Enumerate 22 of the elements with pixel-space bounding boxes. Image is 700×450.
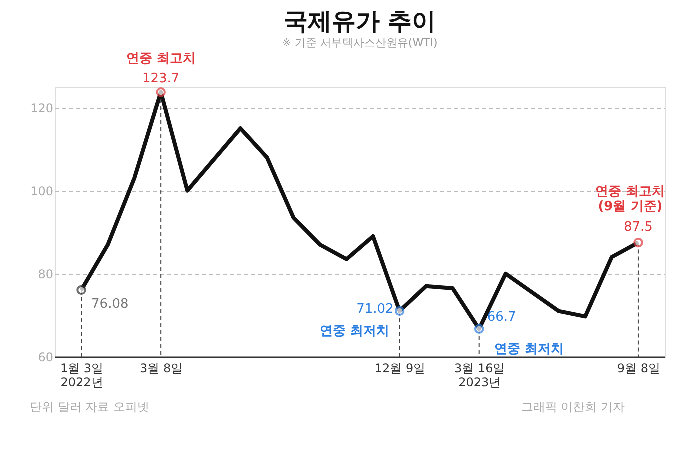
y-tick-label: 60 bbox=[38, 350, 54, 364]
annotation: 연중 최고치 (9월 기준) bbox=[596, 184, 666, 214]
chart-title: 국제유가 추이 bbox=[284, 7, 436, 36]
y-tick-label: 80 bbox=[38, 267, 54, 282]
data-label: 66.7 bbox=[487, 310, 516, 326]
data-label: 87.5 bbox=[624, 220, 653, 235]
data-label: 76.08 bbox=[92, 297, 129, 312]
y-tick-label: 120 bbox=[30, 101, 54, 116]
data-label: 71.02 bbox=[356, 302, 394, 318]
chart-subtitle: ※ 기준 서부텍사스산원유(WTI) bbox=[282, 36, 438, 50]
x-tick-label: 1월 3일 2022년 bbox=[60, 362, 104, 390]
y-tick-label: 100 bbox=[30, 184, 54, 198]
text: 그래픽 이찬희 기자 bbox=[521, 400, 625, 414]
x-tick-label: 3월 16일 2023년 bbox=[454, 362, 506, 390]
x-tick-label: 12월 9일 bbox=[374, 362, 426, 376]
x-tick-label: 3월 8일 bbox=[140, 362, 184, 376]
data-label: 123.7 bbox=[142, 71, 180, 86]
x-tick-label: 9월 8일 bbox=[617, 362, 661, 376]
annotation: 연중 최저치 bbox=[320, 324, 390, 340]
annotation: 연중 최저치 bbox=[494, 342, 564, 358]
text: 단위 달러 자료 오피넷 bbox=[30, 400, 150, 414]
annotation: 연중 최고치 bbox=[126, 51, 196, 66]
